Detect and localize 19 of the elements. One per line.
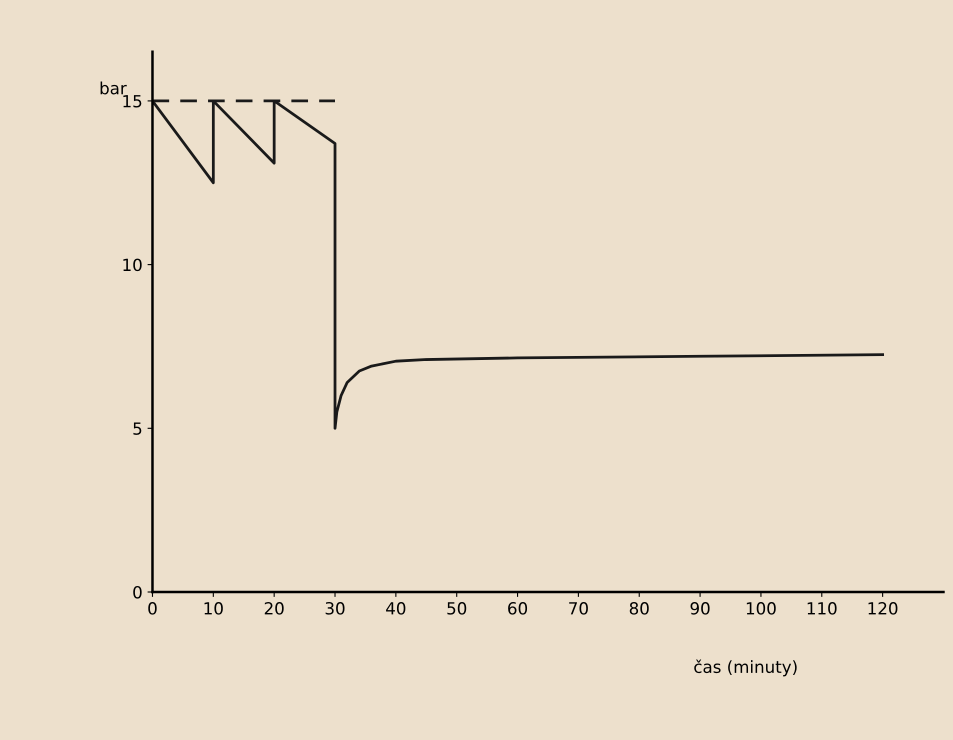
- x-tick-label: 110: [808, 602, 837, 615]
- x-tick-label: 20: [264, 602, 284, 615]
- x-tick-label: 100: [746, 602, 776, 615]
- x-axis-title: čas (minuty): [694, 660, 797, 676]
- x-tick-label: 90: [690, 602, 710, 615]
- x-tick-label: 0: [148, 602, 157, 615]
- x-tick-label: 70: [569, 602, 588, 615]
- y-tick-label: 10: [123, 258, 142, 272]
- x-tick-label: 80: [630, 602, 649, 615]
- x-tick-label: 120: [868, 602, 898, 615]
- x-tick-label: 50: [447, 602, 466, 615]
- y-tick-label: 5: [133, 422, 142, 435]
- y-tick-label: 0: [133, 586, 142, 599]
- y-axis-title: bar: [100, 82, 127, 94]
- x-tick-label: 60: [508, 602, 528, 615]
- x-tick-label: 30: [326, 602, 345, 615]
- y-tick-label: 15: [123, 95, 142, 108]
- x-tick-label: 10: [204, 602, 223, 615]
- x-tick-label: 40: [386, 602, 406, 615]
